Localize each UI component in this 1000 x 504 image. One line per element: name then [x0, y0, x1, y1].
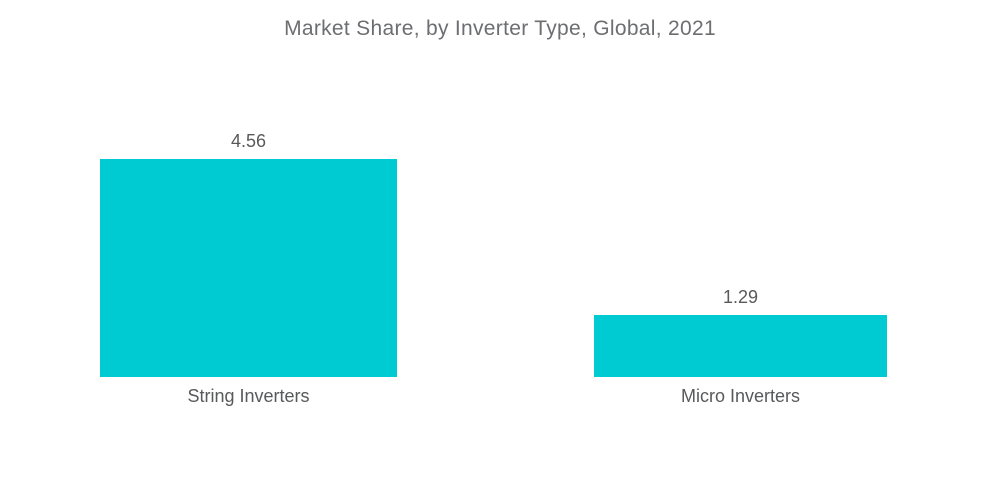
value-label-string-inverters: 4.56 — [230, 131, 267, 152]
bar-string-inverters[interactable] — [100, 159, 397, 377]
bar-group-string-inverters: 4.56 — [100, 131, 397, 377]
value-label-micro-inverters: 1.29 — [722, 287, 759, 308]
chart-title: Market Share, by Inverter Type, Global, … — [284, 17, 716, 40]
bar-micro-inverters[interactable] — [594, 315, 887, 377]
plot-area: 4.56 1.29 — [100, 131, 887, 377]
category-label-micro-inverters: Micro Inverters — [680, 386, 801, 406]
bar-group-micro-inverters: 1.29 — [594, 287, 887, 377]
category-label-string-inverters: String Inverters — [187, 386, 310, 406]
